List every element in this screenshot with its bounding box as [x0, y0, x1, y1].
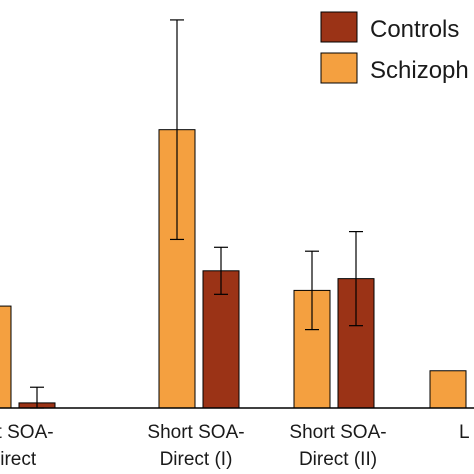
- legend-label-controls: Controls: [370, 16, 459, 43]
- x-tick-label-indirect-line2: Indirect: [0, 449, 37, 470]
- error-bars-layer: [30, 19, 363, 409]
- bar-schizophrenia-0: [0, 305, 12, 409]
- bar-schizophrenia-3: [429, 370, 467, 409]
- error-bar-controls-1: [214, 246, 228, 295]
- error-bar-controls-2: [349, 231, 363, 327]
- x-tick-label-long-partial: L: [459, 422, 470, 443]
- error-bar-schizophrenia-2: [305, 250, 319, 331]
- legend-swatch-schizophrenia: [320, 52, 358, 84]
- x-tick-label-direct2-line2: Direct (II): [299, 449, 377, 470]
- legend: Controls Schizoph: [320, 11, 469, 84]
- x-axis-labels: Short SOA- Indirect Short SOA- Direct (I…: [0, 422, 470, 470]
- x-tick-label-direct1-line1: Short SOA-: [147, 422, 244, 443]
- bars-layer: [0, 129, 467, 409]
- legend-label-schizophrenia: Schizoph: [370, 57, 469, 84]
- x-tick-label-direct1-line2: Direct (I): [160, 449, 233, 470]
- x-tick-label-direct2-line1: Short SOA-: [289, 422, 386, 443]
- error-bar-schizophrenia-1: [170, 19, 184, 241]
- legend-swatch-controls: [320, 11, 358, 43]
- x-tick-label-indirect-line1: Short SOA-: [0, 422, 54, 443]
